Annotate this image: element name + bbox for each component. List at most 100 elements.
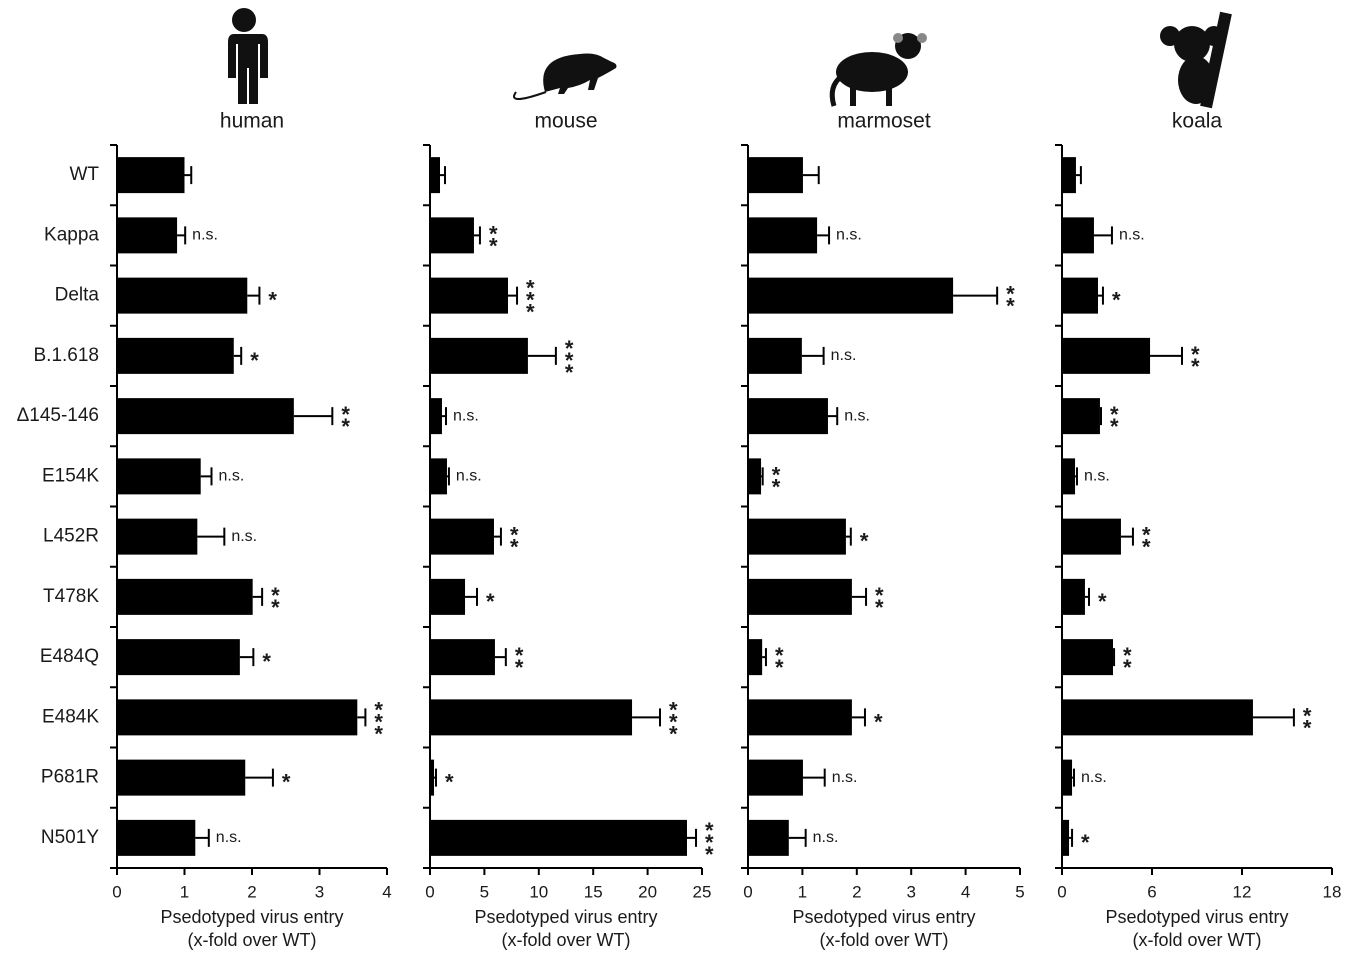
category-label: L452R — [43, 526, 99, 547]
error-bar — [465, 588, 477, 606]
bar — [430, 579, 465, 615]
error-bar — [852, 708, 865, 726]
significance-label: * — [268, 287, 277, 312]
x-tick-label: 6 — [1147, 882, 1156, 901]
error-bar — [253, 588, 262, 606]
error-bar — [434, 769, 436, 787]
bar — [748, 519, 846, 555]
x-tick-label: 2 — [852, 882, 861, 901]
error-bar — [508, 287, 517, 305]
error-bar — [240, 648, 254, 666]
significance-label: * — [1098, 589, 1107, 614]
bar — [748, 579, 852, 615]
x-tick-label: 1 — [180, 882, 189, 901]
category-label: T478K — [43, 586, 99, 607]
significance-label: * — [860, 528, 869, 553]
bar — [748, 699, 852, 735]
category-label: Delta — [55, 285, 100, 306]
error-bar — [1150, 347, 1182, 365]
category-label: N501Y — [41, 827, 99, 848]
bar — [430, 699, 632, 735]
mouse-icon — [514, 54, 617, 100]
error-bar — [494, 528, 501, 546]
error-bar — [803, 166, 819, 184]
error-bar — [442, 407, 446, 425]
error-bar — [1085, 588, 1089, 606]
x-axis-label: (x-fold over WT) — [819, 930, 948, 950]
error-bar — [762, 648, 766, 666]
bar — [748, 157, 803, 193]
error-bar — [1072, 769, 1074, 787]
bar — [430, 278, 508, 314]
bar — [1062, 820, 1069, 856]
bar — [1062, 639, 1113, 675]
bar — [117, 519, 197, 555]
category-label: E484K — [42, 706, 99, 727]
x-axis-label: (x-fold over WT) — [501, 930, 630, 950]
bar — [430, 458, 447, 494]
significance-label: n.s. — [832, 769, 858, 786]
panel-title: marmoset — [837, 110, 931, 133]
bar — [117, 699, 357, 735]
bar — [1062, 217, 1094, 253]
error-bar — [177, 226, 185, 244]
error-bar — [1075, 467, 1077, 485]
error-bar — [1076, 166, 1081, 184]
x-axis-label: (x-fold over WT) — [187, 930, 316, 950]
error-bar — [846, 528, 851, 546]
bar — [748, 278, 953, 314]
significance-label: n.s. — [192, 227, 218, 244]
x-tick-label: 10 — [529, 882, 548, 901]
error-bar — [761, 467, 763, 485]
significance-label: *** — [669, 697, 678, 746]
significance-label: ** — [515, 643, 524, 680]
error-bar — [447, 467, 449, 485]
significance-label: * — [262, 649, 271, 674]
error-bar — [357, 708, 365, 726]
bar — [430, 760, 434, 796]
panel-title: human — [220, 110, 284, 133]
error-bar — [440, 166, 445, 184]
x-tick-label: 4 — [961, 882, 970, 901]
significance-label: * — [1081, 830, 1090, 855]
significance-label: * — [282, 769, 291, 794]
x-tick-label: 2 — [247, 882, 256, 901]
bar — [117, 458, 201, 494]
x-tick-label: 0 — [112, 882, 121, 901]
bar — [430, 639, 495, 675]
bar — [748, 760, 803, 796]
x-axis-label: Psedotyped virus entry — [160, 907, 343, 927]
error-bar — [185, 166, 192, 184]
bar — [1062, 157, 1076, 193]
significance-label: *** — [565, 336, 574, 385]
significance-label: n.s. — [219, 468, 245, 485]
error-bar — [247, 287, 259, 305]
category-label: E484Q — [40, 646, 99, 667]
bar — [430, 338, 528, 374]
bar — [1062, 458, 1075, 494]
significance-label: ** — [1123, 643, 1132, 680]
bar — [117, 760, 245, 796]
error-bar — [1253, 708, 1294, 726]
significance-label: n.s. — [453, 407, 479, 424]
bar — [430, 519, 494, 555]
category-label: Kappa — [44, 224, 99, 245]
x-axis-label: (x-fold over WT) — [1132, 930, 1261, 950]
significance-label: ** — [271, 583, 280, 620]
x-axis-label: Psedotyped virus entry — [1105, 907, 1288, 927]
significance-label: ** — [1303, 703, 1312, 740]
error-bar — [528, 347, 556, 365]
significance-label: *** — [374, 697, 383, 746]
error-bar — [495, 648, 506, 666]
x-axis-label: Psedotyped virus entry — [474, 907, 657, 927]
error-bar — [1069, 829, 1072, 847]
x-tick-label: 20 — [638, 882, 657, 901]
bar — [748, 458, 761, 494]
category-label: P681R — [41, 767, 99, 788]
significance-label: ** — [1110, 402, 1119, 439]
x-axis-label: Psedotyped virus entry — [792, 907, 975, 927]
error-bar — [828, 407, 837, 425]
bar — [117, 398, 294, 434]
significance-label: ** — [772, 462, 781, 499]
bar — [748, 820, 789, 856]
